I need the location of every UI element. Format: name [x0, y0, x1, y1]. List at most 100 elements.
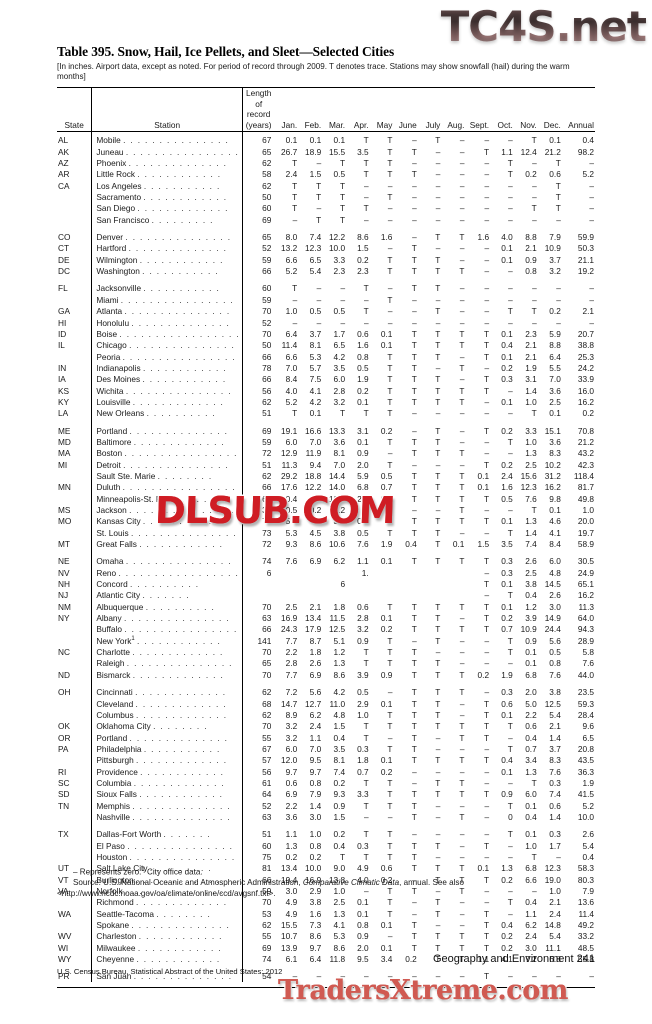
- row-value-mar: 0.2: [333, 777, 346, 788]
- station-name: Wichita: [96, 385, 124, 396]
- row-value-sept: T: [484, 374, 490, 385]
- row-value-annual: 65.1: [577, 579, 594, 590]
- row-value-june: T: [411, 851, 417, 862]
- row-value-may: T: [387, 908, 393, 919]
- row-value-sept: –: [484, 851, 490, 862]
- row-value-mar: 0.1: [333, 135, 346, 146]
- row-value-annual: 0.2: [582, 408, 594, 419]
- table-head: Length State Station of record (years) Jan. Fe…: [57, 87, 595, 135]
- row-value-apr: 0.2: [357, 254, 369, 265]
- leader-dots: . . . . . . . . . . .: [142, 516, 220, 527]
- row-value-aug: T: [459, 516, 465, 527]
- row-value-july: –: [435, 317, 441, 328]
- row-value-dec: –: [556, 283, 561, 294]
- row-station: Albany . . . . . . . . . . . . . . .: [91, 612, 244, 624]
- row-station: Memphis . . . . . . . . . . . . . .: [91, 799, 244, 812]
- row-value-dec: 14.9: [544, 613, 561, 624]
- row-station: Portland . . . . . . . . . . . . . .: [91, 731, 244, 744]
- row-value-june: –: [412, 214, 417, 225]
- row-value-aug: –: [459, 920, 465, 931]
- row-value-mar: 9.0: [333, 863, 346, 874]
- table-row: MT Great Falls . . . . . . . . . . . . 72 9…: [57, 538, 595, 550]
- row-value-feb: T: [316, 180, 322, 191]
- leader-dots: . . . . . . . . . . . . . .: [129, 425, 229, 436]
- row-value-oct: 0.2: [501, 942, 513, 953]
- footer-section-page: Geography and Environment 241: [432, 953, 595, 965]
- row-value-nov: 2.1: [525, 243, 537, 254]
- row-value-aug: –: [459, 283, 465, 294]
- station-name: Minneapolis-St. Paul: [96, 493, 173, 504]
- table-row-gap: [57, 276, 595, 283]
- row-value-dec: 3.2: [549, 266, 561, 277]
- row-value-dec: 1.0: [549, 886, 561, 897]
- row-station: Charleston . . . . . . . . . . . .: [91, 930, 244, 943]
- row-value-apr: 1.6: [357, 340, 369, 351]
- row-value-oct: –: [508, 294, 513, 305]
- row-length-of-record: 78: [262, 362, 272, 373]
- row-length-of-record: 57: [262, 755, 272, 766]
- row-value-jan: 6.6: [285, 254, 298, 265]
- table-row: St. Louis . . . . . . . . . . . . . . . 7…: [57, 527, 595, 539]
- row-value-feb: 0.2: [309, 505, 322, 516]
- row-length-of-record: 70: [262, 669, 272, 680]
- row-value-aug: –: [459, 294, 465, 305]
- rule-state: [57, 131, 92, 135]
- row-value-annual: 0.4: [582, 851, 594, 862]
- row-value-nov: T: [531, 408, 537, 419]
- station-footnote-marker: 1: [131, 636, 135, 643]
- station-name: Charleston: [96, 931, 137, 942]
- row-state: OH: [58, 687, 71, 698]
- row-value-june: –: [412, 232, 417, 243]
- row-value-annual: 50.3: [577, 243, 594, 254]
- row-value-dec: 3.7: [549, 254, 561, 265]
- gap-station: [91, 964, 244, 971]
- row-state: CO: [58, 232, 71, 243]
- row-state: KS: [58, 385, 70, 396]
- row-value-oct: T: [507, 635, 513, 646]
- row-length-of-record: 50: [262, 192, 272, 203]
- row-value-may: –: [387, 971, 393, 982]
- row-value-june: T: [411, 374, 417, 385]
- row-value-aug: T: [459, 266, 465, 277]
- row-value-dec: 5.4: [549, 931, 561, 942]
- row-value-feb: 6.9: [309, 556, 322, 567]
- row-value-jan: 4.9: [285, 897, 298, 908]
- row-value-apr: 0.7: [357, 766, 369, 777]
- row-value-mar: T: [340, 408, 346, 419]
- row-length-of-record: 55: [262, 732, 272, 743]
- row-value-apr: T: [363, 505, 369, 516]
- row-value-jan: 5.3: [285, 527, 298, 538]
- row-value-aug: –: [459, 214, 465, 225]
- row-value-aug: T: [459, 789, 465, 800]
- gap-station: [91, 822, 244, 829]
- row-value-nov: 1.0: [525, 396, 537, 407]
- row-value-may: 0.5: [380, 470, 393, 481]
- row-value-june: T: [411, 658, 417, 669]
- row-value-aug: T: [459, 732, 465, 743]
- table-row: ID Boise . . . . . . . . . . . . . . . . …: [57, 328, 595, 340]
- leader-dots: . . . . . . . . . . . . . .: [132, 811, 232, 822]
- row-value-jan: 19.1: [281, 425, 298, 436]
- row-value-apr: T: [363, 306, 369, 317]
- station-name: Miami: [96, 294, 119, 305]
- row-value-apr: T: [363, 203, 369, 214]
- leader-dots: . . . . . . . . .: [151, 214, 214, 225]
- row-value-feb: 7.9: [309, 789, 322, 800]
- station-name: Raleigh: [96, 658, 125, 669]
- row-state: PA: [58, 743, 69, 754]
- row-value-dec: 7.4: [549, 789, 561, 800]
- row-value-july: T: [435, 232, 441, 243]
- row-value-oct: –: [508, 971, 513, 982]
- table-row: VA Norfolk . . . . . . . . . . . . . . . 5…: [57, 885, 595, 897]
- row-value-annual: 2.1: [582, 306, 594, 317]
- row-value-mar: 1.0: [333, 886, 346, 897]
- row-value-mar: T: [340, 180, 346, 191]
- row-value-jan: 1.3: [285, 840, 298, 851]
- row-value-dec: 7.0: [549, 374, 561, 385]
- leader-dots: . . . . . . . . . . . . . .: [131, 317, 231, 328]
- row-value-july: T: [435, 266, 441, 277]
- row-value-aug: –: [459, 698, 465, 709]
- header-length-line1: Length: [242, 87, 275, 100]
- station-name: Detroit: [96, 459, 121, 470]
- station-name: Los Angeles: [96, 180, 142, 191]
